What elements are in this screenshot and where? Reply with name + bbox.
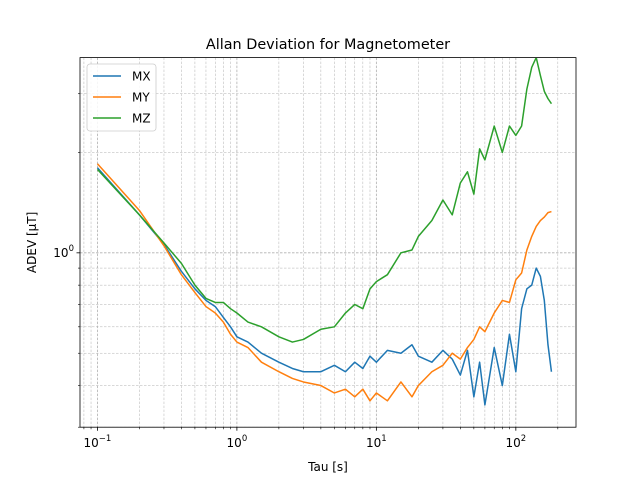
legend-label-mx: MX — [132, 70, 151, 84]
x-tick-label: 101 — [366, 434, 387, 450]
y-axis-ticks: 100 — [53, 93, 80, 428]
series-layer — [96, 57, 553, 406]
series-line-my — [96, 163, 552, 402]
chart-title: Allan Deviation for Magnetometer — [206, 37, 450, 53]
plot-frame — [79, 57, 577, 428]
x-axis-title: Tau [s] — [307, 460, 348, 474]
y-tick-label: 100 — [53, 244, 74, 260]
x-axis-ticks: 10−1 100 101 102 — [84, 427, 559, 450]
x-tick-label: 100 — [227, 434, 248, 450]
series-line-mz — [96, 57, 553, 343]
legend: MX MY MZ — [86, 63, 157, 132]
x-tick-label: 10−1 — [84, 434, 112, 450]
legend-label-my: MY — [132, 91, 150, 105]
legend-box — [86, 63, 157, 132]
legend-label-mz: MZ — [132, 112, 151, 126]
x-tick-label: 102 — [505, 434, 526, 450]
major-gridlines — [80, 57, 576, 428]
y-axis-title: ADEV [μT] — [25, 212, 39, 273]
series-line-mx — [96, 167, 553, 406]
